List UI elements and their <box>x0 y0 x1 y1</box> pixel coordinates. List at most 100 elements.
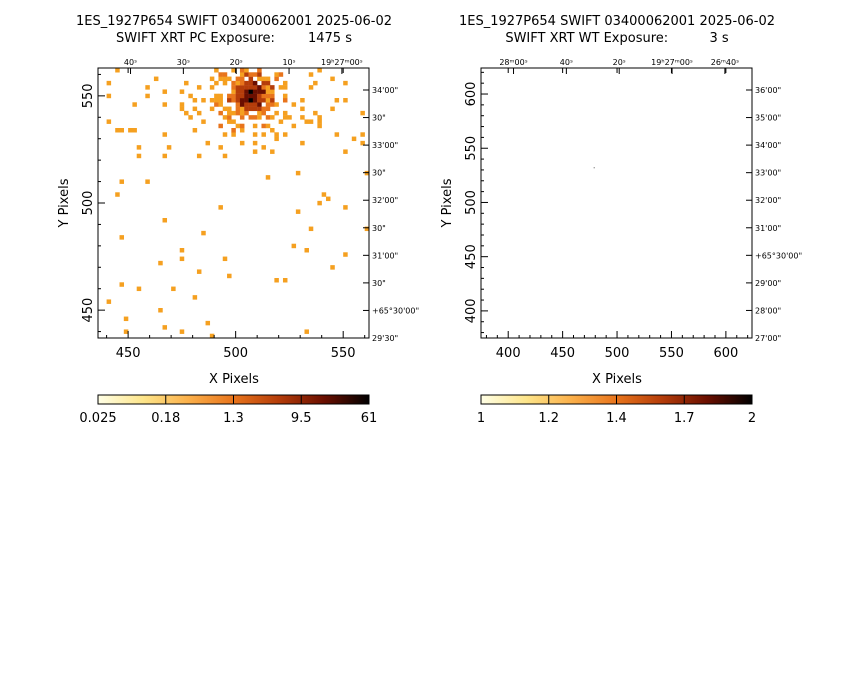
pc-image-pixel <box>239 106 245 112</box>
pc-image-pixel <box>218 123 223 129</box>
pc-image-pixels <box>106 68 370 339</box>
wt-colorbar: 1 1.2 1.4 1.7 2 <box>477 394 756 426</box>
pc-image-pixel <box>209 98 215 103</box>
pc-image-pixel <box>248 102 254 107</box>
pc-image-pixel <box>257 93 262 99</box>
pc-image-pixel <box>317 119 322 124</box>
pc-image-pixel <box>252 93 258 99</box>
pc-image-pixel <box>227 93 232 99</box>
pc-image-pixel <box>265 80 271 86</box>
pc-image-pixel <box>239 89 245 94</box>
wt-dec-tick-label: 36'00" <box>755 86 781 95</box>
pc-image-pixel <box>308 226 314 232</box>
pc-image-pixel <box>257 106 262 112</box>
pc-image-pixel <box>235 89 241 94</box>
pc-image-pixel <box>257 98 262 103</box>
pc-image-pixel <box>188 93 193 99</box>
pc-image-pixel <box>222 132 228 137</box>
pc-colorbar-label: 9.5 <box>291 411 312 426</box>
pc-image-pixel <box>252 149 258 154</box>
pc-image-pixel <box>179 256 185 262</box>
pc-colorbar-label: 0.18 <box>151 411 180 426</box>
pc-image-pixel <box>274 136 279 142</box>
pc-image-pixel <box>196 153 202 159</box>
pc-image-pixel <box>252 106 258 112</box>
pc-image-pixel <box>274 110 279 116</box>
pc-image-pixel <box>145 85 150 90</box>
pc-image-pixel <box>282 85 288 90</box>
pc-y-tick-label: 500 <box>81 191 96 216</box>
pc-image-pixel <box>145 179 150 184</box>
pc-image-pixel <box>291 123 297 129</box>
wt-plot-frame <box>480 67 753 339</box>
pc-image-pixel <box>308 85 314 90</box>
pc-image-pixel <box>360 110 365 116</box>
pc-image-pixel <box>162 218 168 223</box>
pc-image-pixel <box>343 252 348 257</box>
pc-image-pixel <box>115 68 120 73</box>
pc-image-pixel <box>261 93 266 99</box>
pc-image-pixel <box>218 98 223 103</box>
wt-image-pixel <box>593 167 595 169</box>
pc-image-pixel <box>239 115 245 120</box>
pc-image-pixel <box>261 80 266 86</box>
pc-image-pixel <box>235 80 241 86</box>
pc-x-tick-label: 450 <box>116 346 141 361</box>
wt-ra-tick-label: 20ˢ <box>613 58 626 67</box>
pc-image-pixel <box>257 68 262 73</box>
wt-colorbar-label: 2 <box>748 411 756 426</box>
pc-image-pixel <box>235 110 241 116</box>
pc-image-pixel <box>244 102 249 107</box>
pc-image-pixel <box>270 98 275 103</box>
pc-image-pixel <box>265 85 271 90</box>
pc-image-pixel <box>231 132 236 137</box>
pc-image-pixel <box>239 140 245 146</box>
wt-colorbar-label: 1.7 <box>674 411 695 426</box>
pc-image-pixel <box>227 106 232 112</box>
pc-image-pixel <box>265 123 271 129</box>
pc-image-pixel <box>261 145 266 150</box>
pc-image-pixel <box>205 320 211 326</box>
pc-image-pixel <box>235 93 241 99</box>
wt-x-tick-label: 500 <box>605 346 630 361</box>
pc-image-pixel <box>257 76 262 82</box>
pc-image-pixel <box>261 76 266 82</box>
pc-image-pixel <box>239 98 245 103</box>
pc-image-pixel <box>261 110 266 116</box>
pc-image-pixel <box>153 76 159 82</box>
pc-image-pixel <box>218 72 223 77</box>
pc-image-pixel <box>239 80 245 86</box>
pc-image-pixel <box>257 115 262 120</box>
pc-image-pixel <box>317 200 322 206</box>
pc-image-pixel <box>222 76 228 82</box>
pc-x-tick-label: 550 <box>331 346 356 361</box>
pc-image-pixel <box>261 106 266 112</box>
pc-image-pixel <box>136 153 142 159</box>
pc-image-pixel <box>123 316 129 322</box>
pc-image-pixel <box>270 89 275 94</box>
pc-image-pixel <box>244 93 249 99</box>
pc-image-pixel <box>231 80 236 86</box>
pc-image-pixel <box>235 85 241 90</box>
wt-colorbar-label: 1 <box>477 411 485 426</box>
pc-image-pixel <box>132 128 137 133</box>
pc-image-pixel <box>218 102 223 107</box>
pc-image-pixel <box>222 115 228 120</box>
pc-image-pixel <box>274 278 279 283</box>
pc-image-pixel <box>214 93 219 99</box>
pc-image-pixel <box>235 76 241 82</box>
pc-image-pixel <box>162 102 168 107</box>
pc-image-pixel <box>248 80 254 86</box>
pc-image-pixel <box>106 80 112 86</box>
pc-image-pixel <box>308 119 314 124</box>
pc-image-pixel <box>188 115 193 120</box>
pc-image-pixel <box>162 89 168 94</box>
wt-y-tick-label: 450 <box>464 244 479 269</box>
wt-colorbar-label: 1.2 <box>538 411 559 426</box>
pc-image-pixel <box>330 265 335 270</box>
pc-dec-tick-label: 30" <box>372 279 386 288</box>
pc-image-pixel <box>270 128 275 133</box>
pc-image-pixel <box>119 235 125 240</box>
pc-image-pixel <box>162 132 168 137</box>
wt-dec-tick-label: 33'00" <box>755 169 781 178</box>
